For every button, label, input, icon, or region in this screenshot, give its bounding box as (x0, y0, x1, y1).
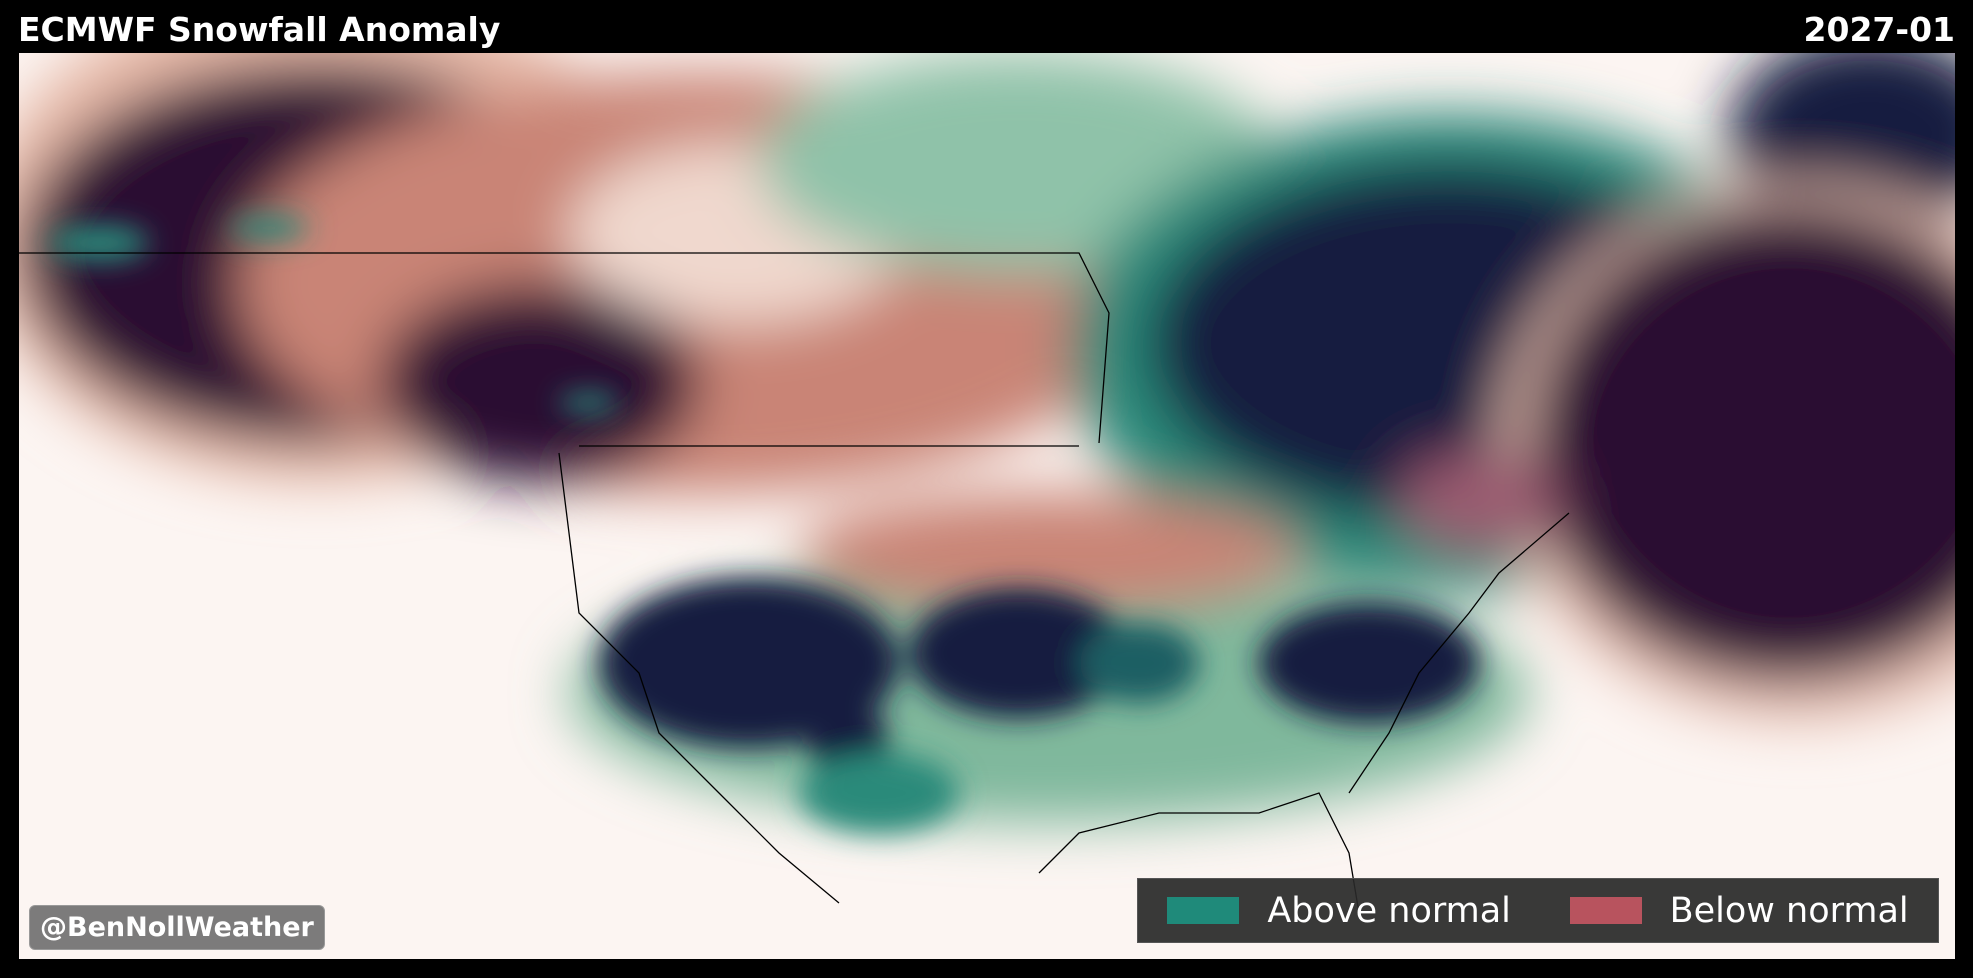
date: 2027-01 (1803, 10, 1955, 49)
legend-item: Below normal (1569, 890, 1909, 931)
anomaly-field (19, 53, 1955, 959)
legend-item: Above normal (1167, 891, 1511, 931)
map (19, 53, 1955, 959)
legend-swatch (1167, 897, 1240, 924)
legend-label: Above normal (1267, 890, 1511, 931)
legend: Above normal Below normal (1137, 878, 1939, 943)
legend-swatch (1569, 897, 1642, 924)
watermark: @BenNollWeather (29, 905, 325, 950)
title: ECMWF Snowfall Anomaly (18, 10, 501, 49)
legend-label: Below normal (1669, 890, 1909, 931)
